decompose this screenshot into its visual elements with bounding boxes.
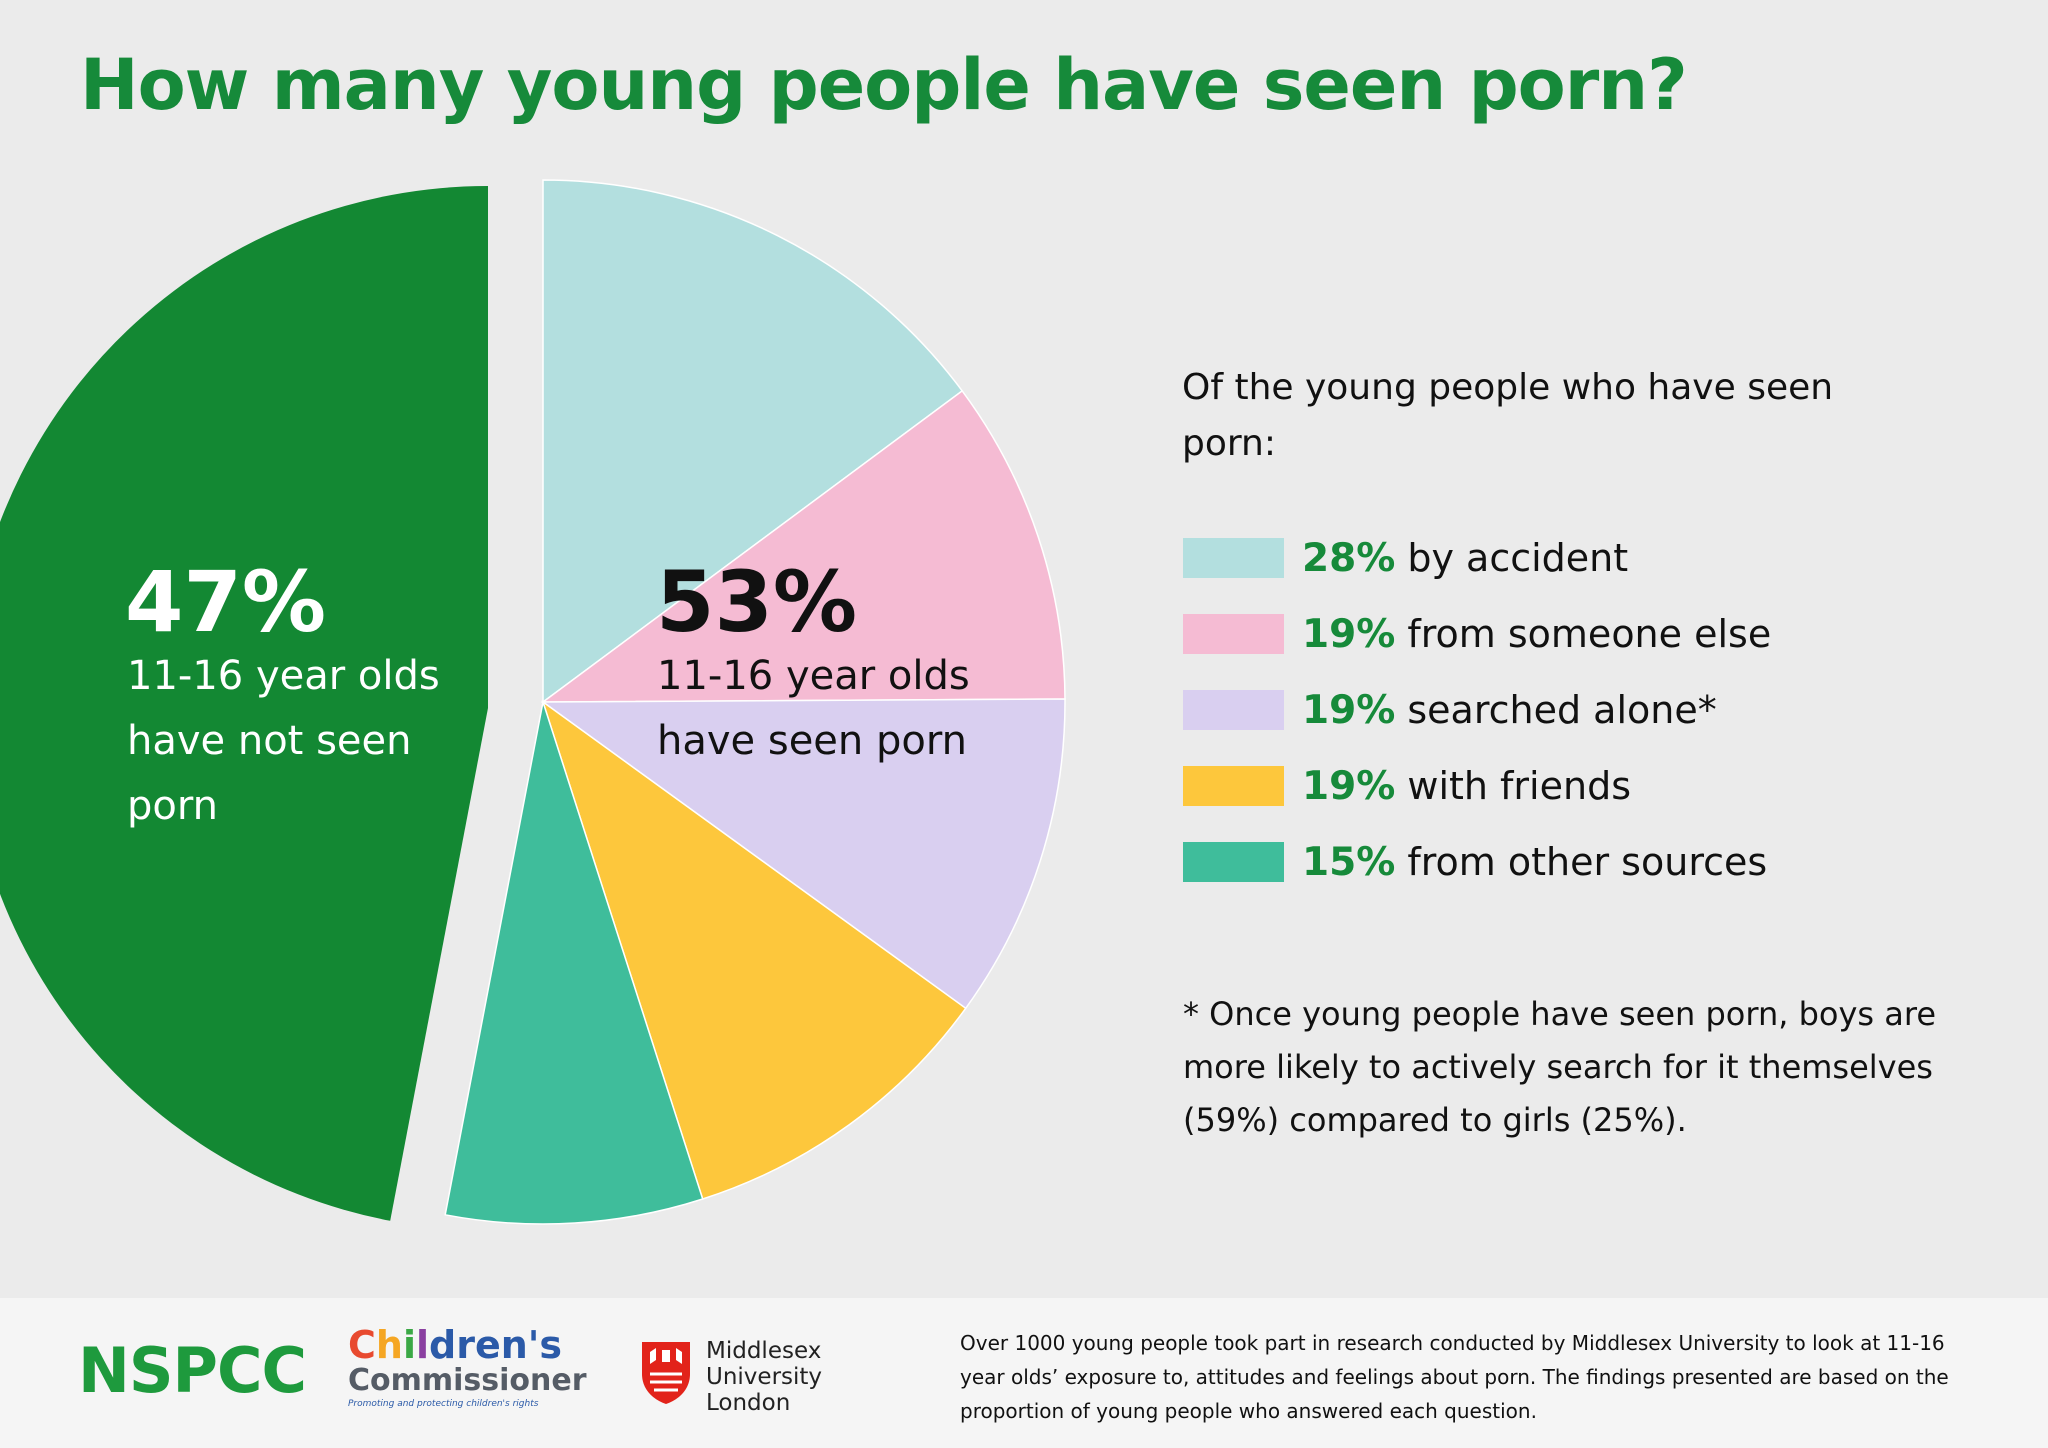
seen-percent: 53% (656, 553, 858, 651)
nspcc-logo: NSPCC (78, 1334, 307, 1407)
mdx-line2: University (706, 1364, 823, 1390)
pie-slice-0 (542, 179, 964, 704)
cc-logo-line1: Children's (348, 1326, 587, 1364)
pie-slice-not-seen (0, 186, 488, 1221)
legend-swatch (1183, 690, 1284, 730)
legend-intro-line1: Of the young people who have seen (1182, 367, 1834, 408)
research-note-line3: proportion of young people who answered … (960, 1399, 1537, 1423)
footnote-line1: * Once young people have seen porn, boys… (1183, 995, 1937, 1033)
legend-label: from other sources (1407, 840, 1768, 884)
seen-label-line2: have seen porn (657, 718, 967, 764)
legend-item-someone-else: 19% from someone else (1183, 596, 1771, 672)
legend-percent: 15% (1302, 839, 1396, 885)
legend-percent: 19% (1302, 611, 1396, 657)
footer: NSPCC Children's Commissioner Promoting … (0, 1298, 2048, 1448)
legend-item-accident: 28% by accident (1183, 520, 1771, 596)
legend: 28% by accident 19% from someone else 19… (1183, 520, 1771, 900)
legend-swatch (1183, 538, 1284, 578)
not-seen-percent: 47% (125, 553, 327, 651)
cc-letter: i (402, 1323, 416, 1367)
not-seen-label-line3: porn (127, 783, 218, 829)
middlesex-logo-text: Middlesex University London (706, 1338, 822, 1416)
footnote: * Once young people have seen porn, boys… (1183, 988, 2003, 1147)
legend-item-with-friends: 19% with friends (1183, 748, 1771, 824)
legend-swatch (1183, 842, 1284, 882)
pie-chart (0, 179, 1066, 1225)
legend-item-searched-alone: 19% searched alone* (1183, 672, 1771, 748)
pie-slice-4 (444, 701, 704, 1225)
not-seen-label: 11-16 year olds have not seen porn (127, 644, 440, 839)
legend-swatch (1183, 766, 1284, 806)
legend-item-other-sources: 15% from other sources (1183, 824, 1771, 900)
cc-letters: dren's (429, 1323, 563, 1367)
legend-percent: 19% (1302, 763, 1396, 809)
research-note-line2: year olds’ exposure to, attitudes and fe… (960, 1365, 1949, 1389)
cc-logo-line2: Commissioner (348, 1363, 587, 1398)
cc-letter: l (415, 1323, 430, 1367)
cc-letter: h (375, 1323, 403, 1367)
shield-icon (642, 1342, 690, 1404)
childrens-commissioner-logo: Children's Commissioner Promoting and pr… (348, 1326, 587, 1410)
seen-label: 11-16 year olds have seen porn (657, 644, 970, 774)
cc-letter: C (348, 1323, 376, 1367)
footnote-line2: more likely to actively search for it th… (1183, 1048, 1933, 1086)
pie-slice-3 (541, 700, 967, 1200)
legend-label: by accident (1407, 536, 1629, 580)
mdx-line3: London (706, 1390, 791, 1416)
research-note: Over 1000 young people took part in rese… (960, 1326, 1980, 1428)
mdx-line1: Middlesex (706, 1338, 822, 1364)
legend-percent: 28% (1302, 535, 1396, 581)
pie-slice-1 (540, 389, 1066, 703)
legend-label: with friends (1407, 764, 1631, 808)
research-note-line1: Over 1000 young people took part in rese… (960, 1331, 1945, 1355)
pie-slice-2 (540, 698, 1066, 1010)
legend-label: searched alone* (1407, 688, 1717, 732)
not-seen-label-line1: 11-16 year olds (127, 653, 440, 699)
seen-label-line1: 11-16 year olds (657, 653, 970, 699)
legend-label: from someone else (1407, 612, 1772, 656)
legend-intro: Of the young people who have seen porn: (1182, 360, 1882, 472)
legend-intro-line2: porn: (1182, 423, 1276, 464)
legend-swatch (1183, 614, 1284, 654)
page-title: How many young people have seen porn? (80, 44, 1688, 126)
cc-logo-tagline: Promoting and protecting children's righ… (348, 1399, 539, 1409)
legend-percent: 19% (1302, 687, 1396, 733)
not-seen-label-line2: have not seen (127, 718, 412, 764)
footnote-line3: (59%) compared to girls (25%). (1183, 1101, 1687, 1139)
